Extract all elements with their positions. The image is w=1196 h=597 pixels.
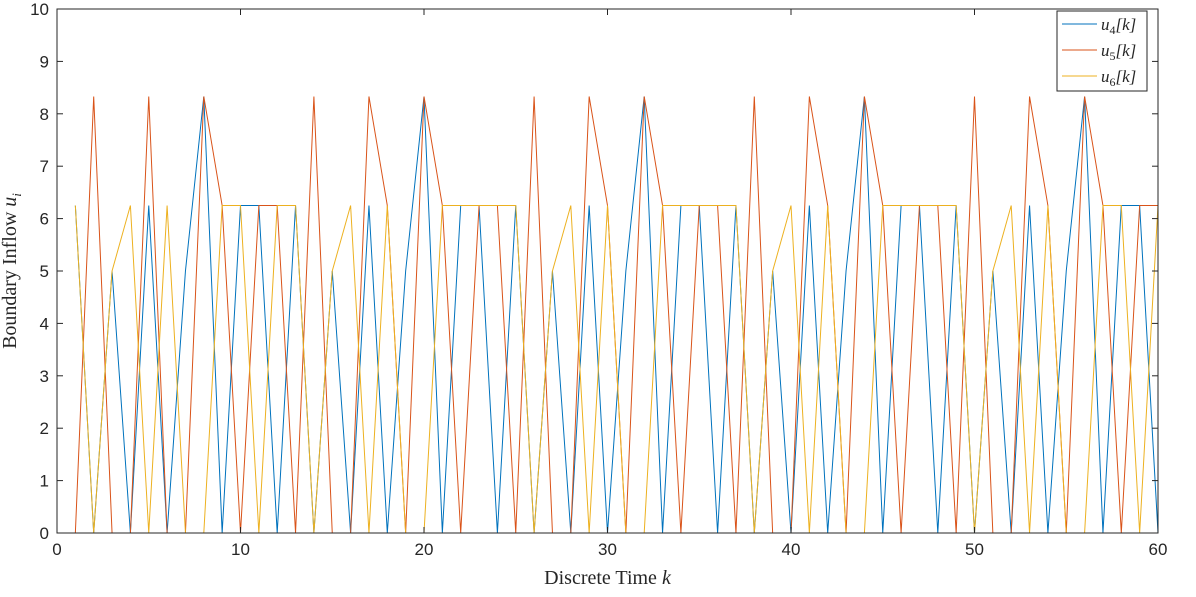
- x-tick-label: 40: [782, 540, 801, 559]
- y-axis-label: Boundary Inflow ui: [0, 193, 24, 349]
- legend-label: u4[k]: [1101, 15, 1136, 37]
- y-tick-label: 10: [30, 0, 49, 19]
- x-tick-label: 20: [415, 540, 434, 559]
- x-tick-label: 60: [1149, 540, 1168, 559]
- legend-label: u6[k]: [1101, 67, 1136, 89]
- y-tick-label: 7: [40, 157, 49, 176]
- y-tick-label: 6: [40, 210, 49, 229]
- y-tick-label: 0: [40, 524, 49, 543]
- x-axis-label: Discrete Time k: [544, 567, 672, 589]
- y-tick-label: 5: [40, 262, 49, 281]
- y-tick-label: 4: [40, 314, 49, 333]
- x-tick-label: 0: [52, 540, 61, 559]
- x-tick-label: 10: [231, 540, 250, 559]
- x-tick-label: 30: [598, 540, 617, 559]
- y-tick-label: 8: [40, 105, 49, 124]
- legend-item-u6: u6[k]: [1062, 67, 1136, 89]
- tick-labels: 0 10 20 30 40 50 60 0 1 2 3 4 5 6 7 8 9 10: [30, 0, 1167, 559]
- legend-label: u5[k]: [1101, 41, 1136, 63]
- series-line-u4: [74, 96, 1159, 534]
- y-tick-label: 2: [40, 419, 49, 438]
- y-tick-label: 9: [40, 52, 49, 71]
- series-line-u6: [74, 205, 1159, 534]
- tick-marks: [56, 8, 1159, 534]
- y-tick-label: 3: [40, 367, 49, 386]
- legend-item-u5: u5[k]: [1062, 41, 1136, 63]
- legend-item-u4: u4[k]: [1062, 15, 1136, 37]
- x-tick-label: 50: [965, 540, 984, 559]
- plot-lines: [74, 96, 1159, 534]
- legend: u4[k] u5[k] u6[k]: [1056, 10, 1148, 92]
- y-tick-label: 1: [40, 472, 49, 491]
